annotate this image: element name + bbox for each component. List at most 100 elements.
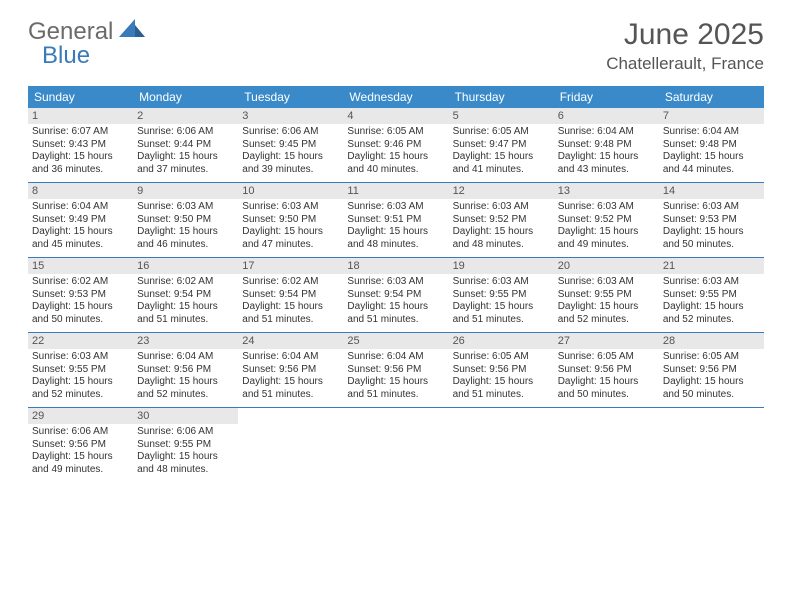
day-number: 2 bbox=[133, 108, 238, 124]
day-details: Sunrise: 6:05 AMSunset: 9:47 PMDaylight:… bbox=[453, 126, 550, 176]
logo-text-blue: Blue bbox=[42, 42, 90, 70]
day-details: Sunrise: 6:02 AMSunset: 9:54 PMDaylight:… bbox=[137, 276, 234, 326]
day-cell bbox=[343, 408, 448, 482]
day-header-sunday: Sunday bbox=[28, 86, 133, 108]
day-cell: 1 Sunrise: 6:07 AMSunset: 9:43 PMDaylight… bbox=[28, 108, 133, 182]
day-number: 11 bbox=[343, 183, 448, 199]
day-number: 10 bbox=[238, 183, 343, 199]
day-cell: 11Sunrise: 6:03 AMSunset: 9:51 PMDayligh… bbox=[343, 183, 448, 257]
day-cell: 12 Sunrise: 6:03 AMSunset: 9:52 PMDayligh… bbox=[449, 183, 554, 257]
day-cell: 16Sunrise: 6:02 AMSunset: 9:54 PMDayligh… bbox=[133, 258, 238, 332]
day-number: 19 bbox=[449, 258, 554, 274]
day-details: Sunrise: 6:06 AMSunset: 9:44 PMDaylight:… bbox=[137, 126, 234, 176]
day-number: 1 bbox=[28, 108, 133, 124]
day-cell: 21 Sunrise: 6:03 AMSunset: 9:55 PMDayligh… bbox=[659, 258, 764, 332]
calendar: SundayMondayTuesdayWednesdayThursdayFrid… bbox=[28, 86, 764, 482]
day-details: Sunrise: 6:05 AMSunset: 9:56 PMDaylight:… bbox=[453, 351, 550, 401]
day-details: Sunrise: 6:03 AMSunset: 9:53 PMDaylight:… bbox=[663, 201, 760, 251]
day-cell: 28 Sunrise: 6:05 AMSunset: 9:56 PMDayligh… bbox=[659, 333, 764, 407]
day-cell: 13 Sunrise: 6:03 AMSunset: 9:52 PMDayligh… bbox=[554, 183, 659, 257]
day-header-tuesday: Tuesday bbox=[238, 86, 343, 108]
day-details: Sunrise: 6:03 AMSunset: 9:50 PMDaylight:… bbox=[242, 201, 339, 251]
day-header-row: SundayMondayTuesdayWednesdayThursdayFrid… bbox=[28, 86, 764, 108]
day-cell: 20Sunrise: 6:03 AMSunset: 9:55 PMDayligh… bbox=[554, 258, 659, 332]
day-number: 29 bbox=[28, 408, 133, 424]
day-number: 25 bbox=[343, 333, 448, 349]
day-cell: 3 Sunrise: 6:06 AMSunset: 9:45 PMDaylight… bbox=[238, 108, 343, 182]
day-cell: 22 Sunrise: 6:03 AMSunset: 9:55 PMDayligh… bbox=[28, 333, 133, 407]
day-number: 21 bbox=[659, 258, 764, 274]
day-details: Sunrise: 6:03 AMSunset: 9:52 PMDaylight:… bbox=[558, 201, 655, 251]
day-cell: 26Sunrise: 6:05 AMSunset: 9:56 PMDayligh… bbox=[449, 333, 554, 407]
day-cell: 30 Sunrise: 6:06 AMSunset: 9:55 PMDayligh… bbox=[133, 408, 238, 482]
day-details: Sunrise: 6:06 AMSunset: 9:56 PMDaylight:… bbox=[32, 426, 129, 476]
day-cell: 5 Sunrise: 6:05 AMSunset: 9:47 PMDaylight… bbox=[449, 108, 554, 182]
month-title: June 2025 bbox=[606, 18, 764, 52]
day-details: Sunrise: 6:05 AMSunset: 9:46 PMDaylight:… bbox=[347, 126, 444, 176]
day-cell: 10 Sunrise: 6:03 AMSunset: 9:50 PMDayligh… bbox=[238, 183, 343, 257]
week-row: 22 Sunrise: 6:03 AMSunset: 9:55 PMDayligh… bbox=[28, 333, 764, 408]
day-cell: 27Sunrise: 6:05 AMSunset: 9:56 PMDayligh… bbox=[554, 333, 659, 407]
day-details: Sunrise: 6:04 AMSunset: 9:48 PMDaylight:… bbox=[558, 126, 655, 176]
day-number: 18 bbox=[343, 258, 448, 274]
day-details: Sunrise: 6:06 AMSunset: 9:45 PMDaylight:… bbox=[242, 126, 339, 176]
day-number: 5 bbox=[449, 108, 554, 124]
day-header-monday: Monday bbox=[133, 86, 238, 108]
day-details: Sunrise: 6:02 AMSunset: 9:53 PMDaylight:… bbox=[32, 276, 129, 326]
day-cell bbox=[238, 408, 343, 482]
day-number: 28 bbox=[659, 333, 764, 349]
day-number: 15 bbox=[28, 258, 133, 274]
day-details: Sunrise: 6:03 AMSunset: 9:52 PMDaylight:… bbox=[453, 201, 550, 251]
day-cell: 23 Sunrise: 6:04 AMSunset: 9:56 PMDayligh… bbox=[133, 333, 238, 407]
day-cell: 9 Sunrise: 6:03 AMSunset: 9:50 PMDaylight… bbox=[133, 183, 238, 257]
day-cell: 24 Sunrise: 6:04 AMSunset: 9:56 PMDayligh… bbox=[238, 333, 343, 407]
day-cell: 7Sunrise: 6:04 AMSunset: 9:48 PMDaylight… bbox=[659, 108, 764, 182]
day-details: Sunrise: 6:03 AMSunset: 9:55 PMDaylight:… bbox=[663, 276, 760, 326]
day-cell: 4 Sunrise: 6:05 AMSunset: 9:46 PMDaylight… bbox=[343, 108, 448, 182]
day-number: 14 bbox=[659, 183, 764, 199]
day-cell: 6 Sunrise: 6:04 AMSunset: 9:48 PMDaylight… bbox=[554, 108, 659, 182]
day-cell bbox=[449, 408, 554, 482]
day-details: Sunrise: 6:03 AMSunset: 9:54 PMDaylight:… bbox=[347, 276, 444, 326]
day-header-friday: Friday bbox=[554, 86, 659, 108]
day-details: Sunrise: 6:05 AMSunset: 9:56 PMDaylight:… bbox=[663, 351, 760, 401]
day-number: 4 bbox=[343, 108, 448, 124]
day-number: 30 bbox=[133, 408, 238, 424]
day-number: 23 bbox=[133, 333, 238, 349]
day-details: Sunrise: 6:04 AMSunset: 9:56 PMDaylight:… bbox=[242, 351, 339, 401]
day-cell: 29 Sunrise: 6:06 AMSunset: 9:56 PMDayligh… bbox=[28, 408, 133, 482]
week-row: 8Sunrise: 6:04 AMSunset: 9:49 PMDaylight… bbox=[28, 183, 764, 258]
day-cell: 17 Sunrise: 6:02 AMSunset: 9:54 PMDayligh… bbox=[238, 258, 343, 332]
day-number: 27 bbox=[554, 333, 659, 349]
day-cell: 25Sunrise: 6:04 AMSunset: 9:56 PMDayligh… bbox=[343, 333, 448, 407]
day-cell bbox=[659, 408, 764, 482]
day-number: 12 bbox=[449, 183, 554, 199]
day-number: 13 bbox=[554, 183, 659, 199]
day-number: 7 bbox=[659, 108, 764, 124]
day-cell: 18 Sunrise: 6:03 AMSunset: 9:54 PMDayligh… bbox=[343, 258, 448, 332]
day-number: 24 bbox=[238, 333, 343, 349]
day-number: 6 bbox=[554, 108, 659, 124]
day-number: 17 bbox=[238, 258, 343, 274]
day-header-thursday: Thursday bbox=[449, 86, 554, 108]
week-row: 15 Sunrise: 6:02 AMSunset: 9:53 PMDayligh… bbox=[28, 258, 764, 333]
day-details: Sunrise: 6:06 AMSunset: 9:55 PMDaylight:… bbox=[137, 426, 234, 476]
day-details: Sunrise: 6:07 AMSunset: 9:43 PMDaylight:… bbox=[32, 126, 129, 176]
day-details: Sunrise: 6:02 AMSunset: 9:54 PMDaylight:… bbox=[242, 276, 339, 326]
day-number: 3 bbox=[238, 108, 343, 124]
day-cell: 19 Sunrise: 6:03 AMSunset: 9:55 PMDayligh… bbox=[449, 258, 554, 332]
week-row: 1 Sunrise: 6:07 AMSunset: 9:43 PMDaylight… bbox=[28, 108, 764, 183]
day-number: 20 bbox=[554, 258, 659, 274]
location-label: Chatellerault, France bbox=[606, 54, 764, 74]
day-details: Sunrise: 6:03 AMSunset: 9:55 PMDaylight:… bbox=[32, 351, 129, 401]
day-cell bbox=[554, 408, 659, 482]
day-number: 9 bbox=[133, 183, 238, 199]
day-header-saturday: Saturday bbox=[659, 86, 764, 108]
day-details: Sunrise: 6:03 AMSunset: 9:55 PMDaylight:… bbox=[453, 276, 550, 326]
day-number: 8 bbox=[28, 183, 133, 199]
day-number: 22 bbox=[28, 333, 133, 349]
day-details: Sunrise: 6:03 AMSunset: 9:50 PMDaylight:… bbox=[137, 201, 234, 251]
day-cell: 2 Sunrise: 6:06 AMSunset: 9:44 PMDaylight… bbox=[133, 108, 238, 182]
title-block: June 2025 Chatellerault, France bbox=[606, 18, 764, 74]
day-details: Sunrise: 6:04 AMSunset: 9:56 PMDaylight:… bbox=[137, 351, 234, 401]
